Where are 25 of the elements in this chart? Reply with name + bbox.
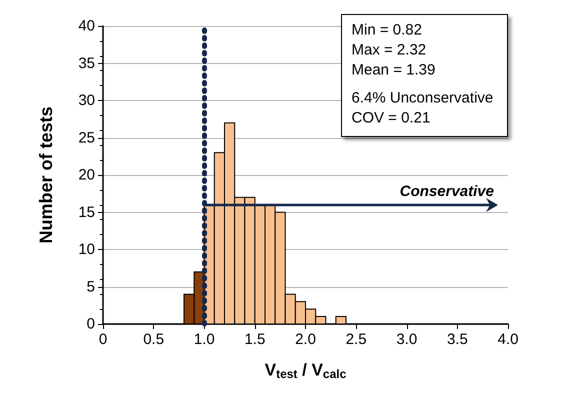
x-tick-label: 1.0 — [194, 331, 215, 348]
x-tick-label: 3.0 — [396, 331, 418, 348]
y-tick-label: 25 — [78, 129, 95, 146]
x-tick-label: 2.0 — [295, 331, 316, 348]
x-tick-label: 0.5 — [143, 331, 164, 348]
y-tick-label: 40 — [78, 18, 95, 34]
y-tick-label: 10 — [78, 241, 95, 258]
annotation: 6.4% Unconservative — [352, 90, 494, 106]
annotation: Min = 0.82 — [352, 22, 422, 38]
y-tick-label: 0 — [86, 316, 95, 332]
x-tick-label: 4.0 — [498, 331, 518, 348]
x-tick-label: 1.5 — [244, 331, 266, 348]
y-tick-label: 30 — [78, 92, 95, 109]
x-tick-label: 2.5 — [346, 331, 367, 348]
annotation: COV = 0.21 — [352, 110, 430, 126]
y-tick-label: 20 — [78, 166, 95, 184]
annotation: Conservative — [400, 183, 494, 200]
x-tick-label: 3.5 — [446, 331, 468, 348]
y-tick-label: 5 — [86, 278, 95, 296]
y-tick-label: 35 — [78, 54, 95, 72]
x-tick-label: 0 — [98, 331, 108, 348]
y-axis-title: Number of tests — [36, 106, 56, 244]
y-tick-label: 15 — [78, 204, 95, 221]
annotation: Mean = 1.39 — [352, 62, 436, 78]
annotation: Max = 2.32 — [352, 42, 426, 58]
